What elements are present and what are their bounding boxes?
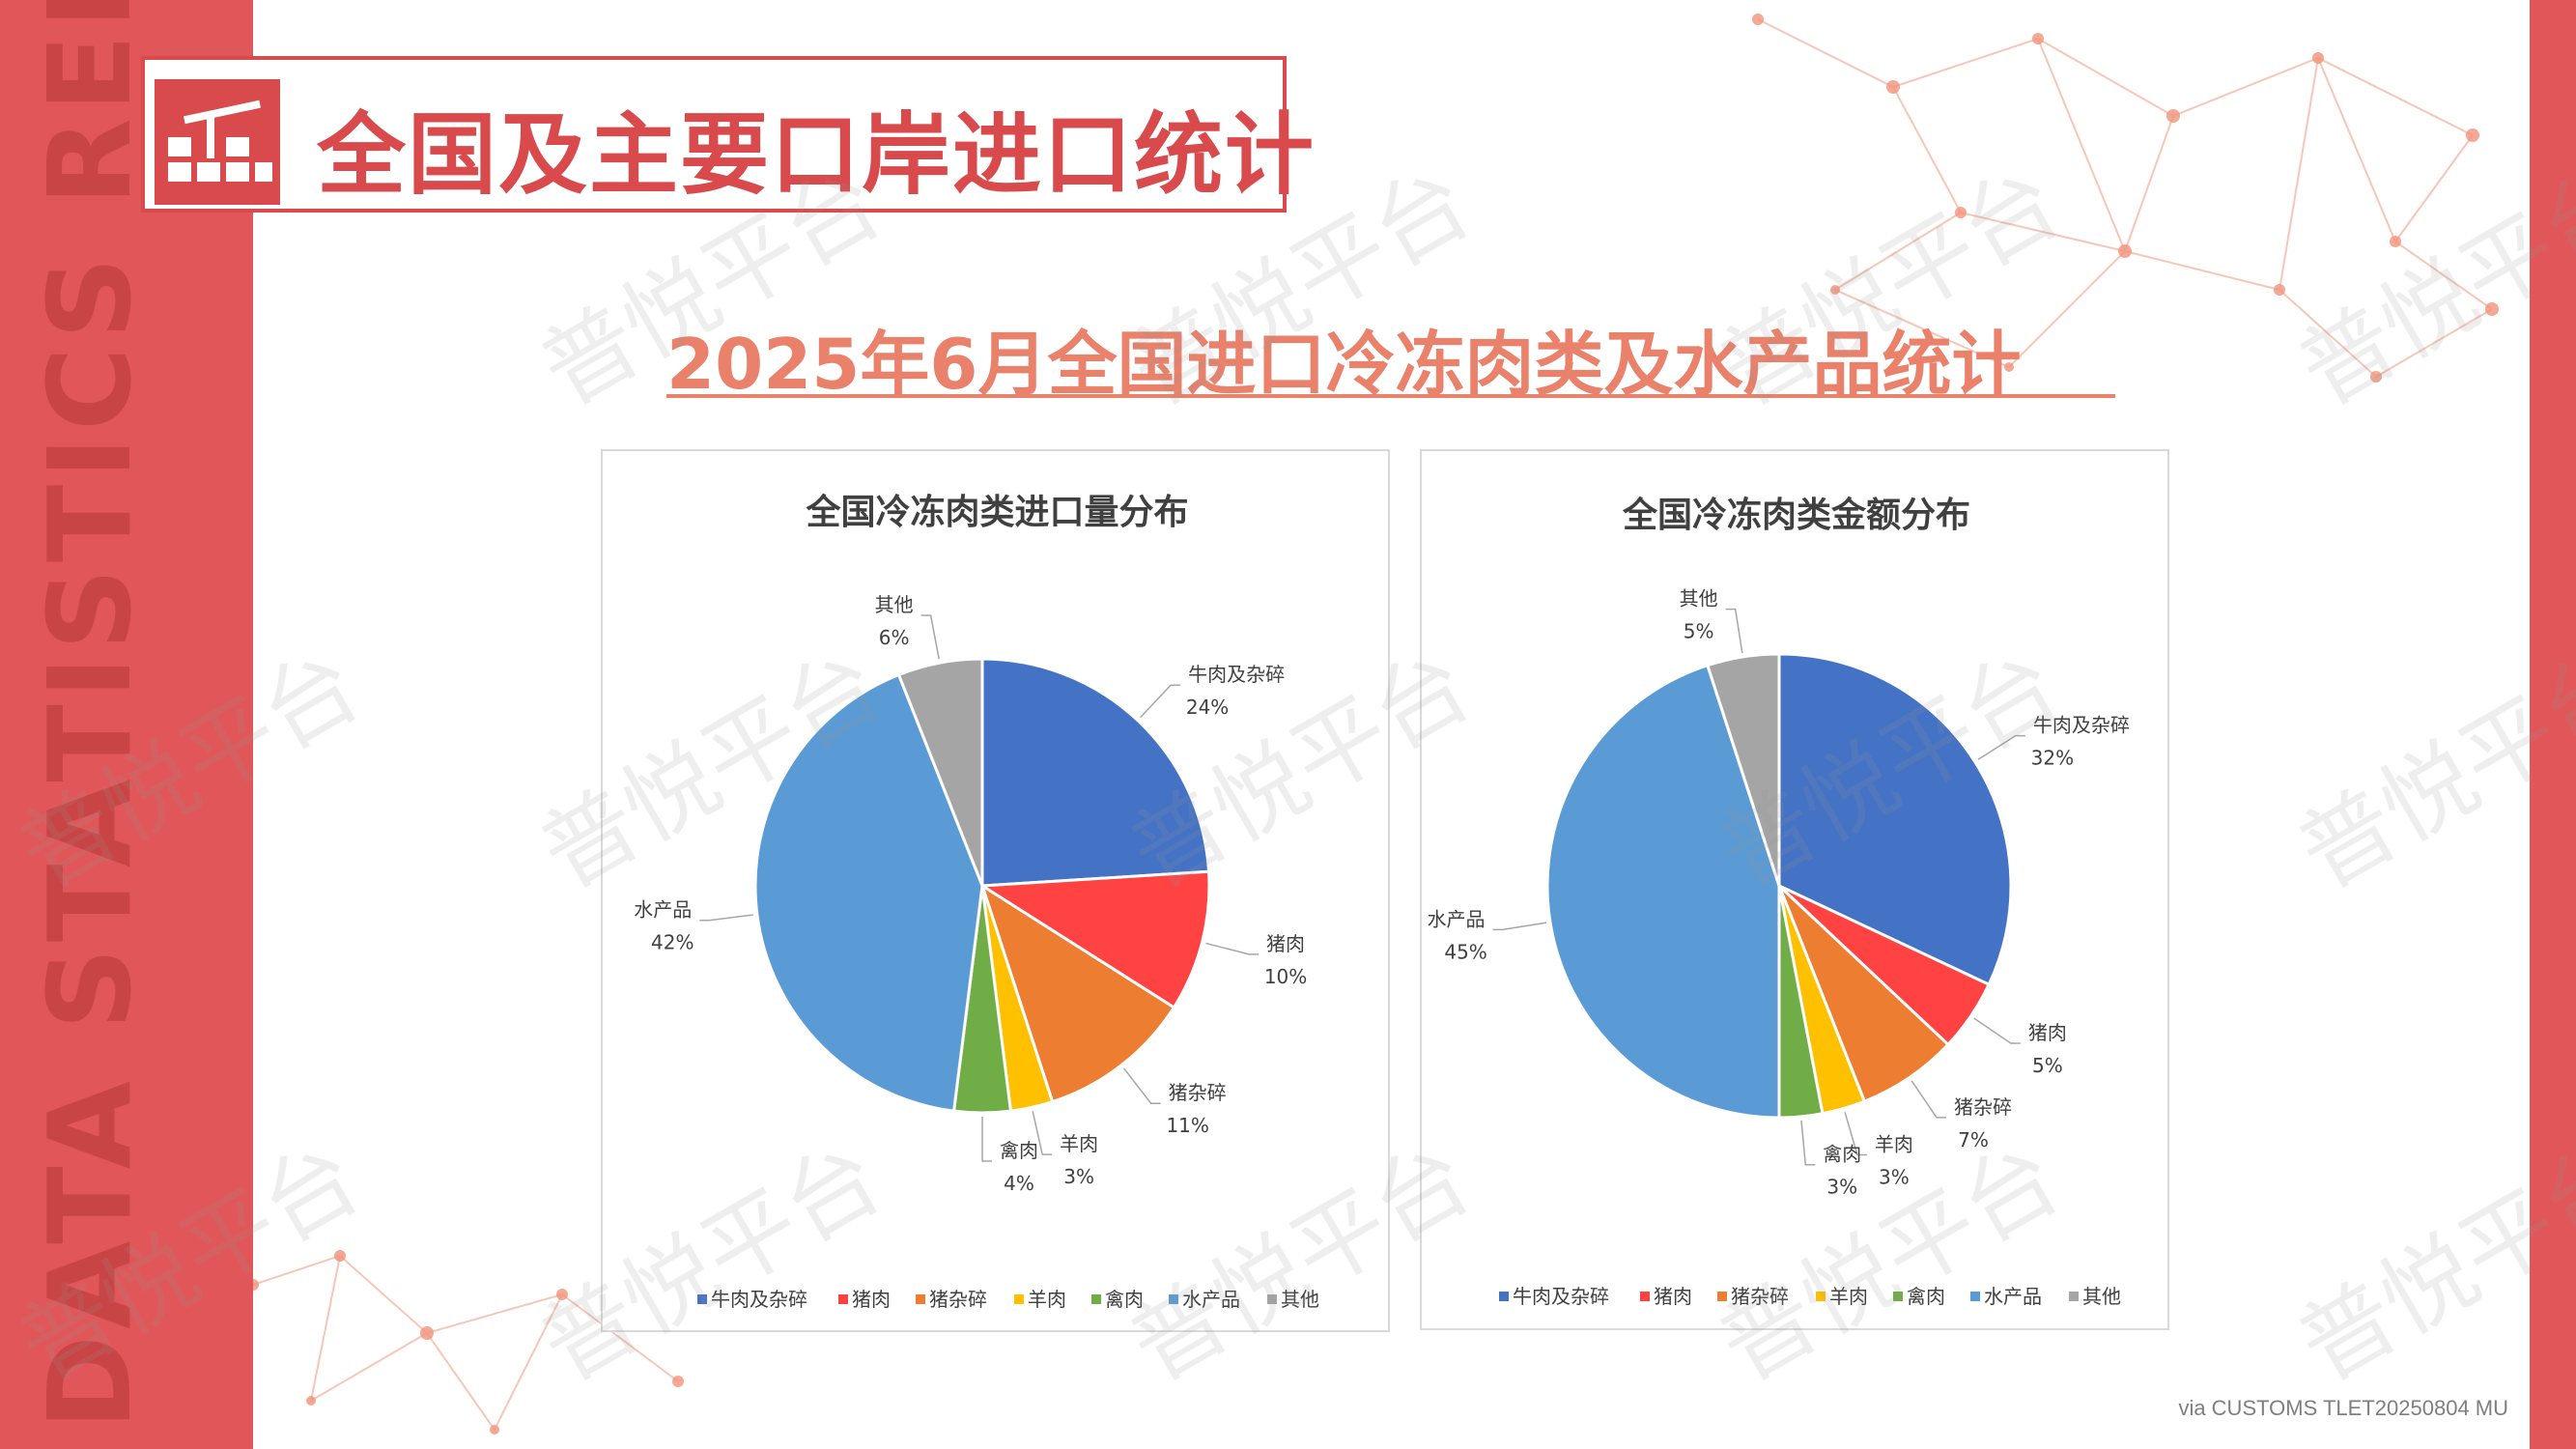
data-label-percent: 32%	[2031, 747, 2074, 770]
legend-swatch	[1091, 1294, 1101, 1304]
leader-line	[1140, 684, 1181, 719]
section-header: 全国及主要口岸进口统计	[141, 56, 1314, 213]
legend-swatch	[2069, 1292, 2079, 1301]
legend-swatch	[1970, 1292, 1980, 1301]
data-label-percent: 3%	[1879, 1165, 1910, 1188]
data-label-percent: 3%	[1826, 1176, 1857, 1199]
legend-swatch	[916, 1294, 925, 1304]
data-label-category: 猪杂碎	[1169, 1081, 1227, 1104]
pie-slice	[1545, 663, 1781, 1120]
data-label-percent: 42%	[651, 931, 694, 954]
data-label-category: 猪杂碎	[1954, 1095, 2012, 1119]
page-title: 全国及主要口岸进口统计	[317, 103, 1316, 207]
right-accent-band	[2530, 0, 2576, 1449]
leader-line	[920, 614, 940, 660]
legend-swatch	[1893, 1292, 1903, 1301]
pie-slice	[980, 657, 1211, 888]
pie-slice	[896, 657, 984, 887]
data-label-percent: 10%	[1264, 965, 1307, 988]
pie-slice	[1705, 652, 1781, 887]
data-label-category: 牛肉及杂碎	[1188, 663, 1285, 686]
data-label-percent: 5%	[1684, 620, 1714, 643]
leader-line	[1844, 1112, 1867, 1156]
data-label-category: 其他	[1680, 587, 1718, 611]
factory-icon	[155, 79, 280, 205]
data-label-category: 牛肉及杂碎	[2033, 714, 2130, 737]
data-label-percent: 4%	[1004, 1172, 1034, 1195]
leader-line	[1492, 922, 1547, 931]
legend-label: 禽肉	[1105, 1288, 1144, 1311]
pie-slice	[977, 869, 1211, 1009]
leader-line	[981, 1117, 992, 1162]
pie-slice	[753, 672, 984, 1113]
left-accent-band	[0, 0, 253, 1449]
legend-label: 其他	[1281, 1288, 1319, 1311]
legend-swatch	[697, 1294, 707, 1304]
data-label-category: 羊肉	[1060, 1132, 1098, 1155]
side-report-text: DATA STATISTICS REPORT	[23, 0, 156, 1430]
leader-line	[1911, 1080, 1947, 1119]
leader-line	[1973, 1017, 2021, 1044]
data-label-category: 水产品	[1428, 907, 1486, 930]
pie-panel-value: 全国冷冻肉类金额分布牛肉及杂碎 32% 猪肉 5% 猪杂碎 7% 羊肉 3% 禽肉 3% 水产品 45…	[1420, 449, 2169, 1330]
chart-title: 全国冷冻肉类进口量分布	[805, 492, 1188, 532]
legend-swatch	[1640, 1292, 1650, 1301]
chart-title: 全国冷冻肉类金额分布	[1622, 495, 1970, 535]
legend-swatch	[1717, 1292, 1727, 1301]
legend-label: 羊肉	[1829, 1285, 1868, 1308]
data-label-category: 禽肉	[1000, 1139, 1038, 1162]
data-label-category: 猪肉	[1266, 932, 1305, 955]
legend-label: 猪杂碎	[1731, 1285, 1789, 1308]
pie-slice	[979, 882, 1176, 1104]
pie-slice	[1777, 884, 1951, 1104]
data-label-percent: 24%	[1186, 696, 1229, 719]
legend-label: 其他	[2082, 1285, 2121, 1308]
legend-swatch	[838, 1294, 848, 1304]
network-decoration-bottom-left	[253, 1250, 684, 1435]
leader-line	[1725, 608, 1743, 654]
data-label-percent: 3%	[1063, 1165, 1094, 1188]
leader-line	[1205, 942, 1260, 955]
network-decoration-top-right	[1752, 14, 2499, 383]
data-label-category: 其他	[875, 593, 914, 616]
legend-label: 水产品	[1984, 1285, 2042, 1308]
legend-label: 猪肉	[852, 1288, 891, 1311]
legend-swatch	[1169, 1294, 1178, 1304]
data-label-percent: 7%	[1958, 1128, 1989, 1151]
legend-swatch	[1816, 1292, 1826, 1301]
legend-swatch	[1267, 1294, 1277, 1304]
leader-line	[1122, 1067, 1161, 1104]
report-subtitle: 2025年6月全国进口冷冻肉类及水产品统计	[666, 324, 2022, 405]
data-label-category: 猪肉	[2028, 1021, 2067, 1044]
pie-panel-volume: 全国冷冻肉类进口量分布牛肉及杂碎 24% 猪肉 10% 猪杂碎 11% 羊肉 3% 禽肉 4% 水产…	[601, 449, 1390, 1332]
data-label-percent: 45%	[1444, 940, 1486, 963]
data-label-category: 水产品	[634, 898, 692, 922]
leader-line	[699, 914, 753, 922]
legend-label: 牛肉及杂碎	[1513, 1285, 1609, 1308]
legend-swatch	[1499, 1292, 1509, 1301]
leader-line	[1032, 1111, 1053, 1155]
source-footer: via CUSTOMS TLET20250804 MU	[2178, 1396, 2508, 1420]
legend-label: 禽肉	[1907, 1285, 1945, 1308]
data-label-percent: 6%	[879, 626, 910, 649]
pie-slice	[1777, 652, 2013, 987]
data-label-category: 羊肉	[1875, 1132, 1913, 1155]
legend-swatch	[1014, 1294, 1024, 1304]
legend-label: 猪杂碎	[929, 1288, 987, 1311]
legend-label: 牛肉及杂碎	[711, 1288, 807, 1311]
leader-line	[1800, 1120, 1816, 1166]
data-label-percent: 5%	[2032, 1054, 2063, 1077]
legend-label: 猪肉	[1654, 1285, 1692, 1308]
data-label-percent: 11%	[1166, 1114, 1208, 1137]
legend-label: 水产品	[1182, 1288, 1240, 1311]
data-label-category: 禽肉	[1823, 1143, 1861, 1166]
leader-line	[1977, 734, 2025, 760]
subtitle-underline	[666, 394, 2115, 398]
legend-label: 羊肉	[1028, 1288, 1066, 1311]
